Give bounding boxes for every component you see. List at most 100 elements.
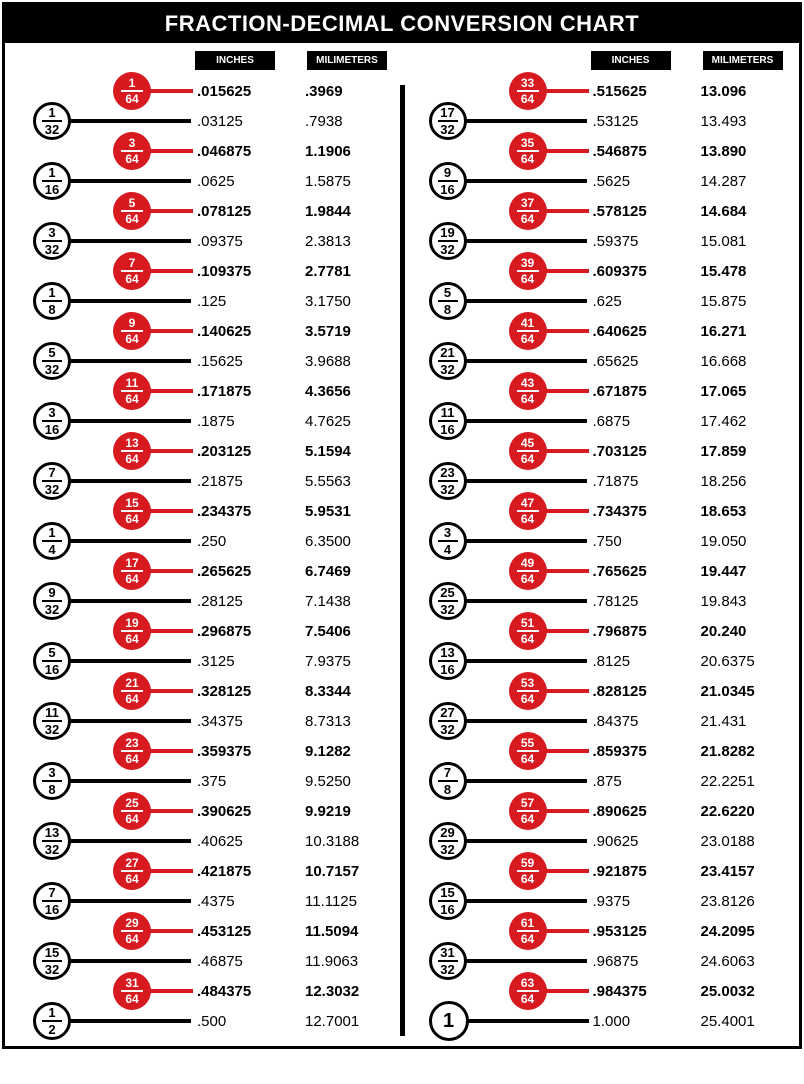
inches-value: .328125 [193, 683, 305, 700]
lollipop-stem [69, 119, 191, 123]
lollipop-stem [545, 329, 589, 333]
lollipop-stem [69, 539, 191, 543]
lollipop-stem [149, 929, 193, 933]
mm-value: .7938 [305, 113, 385, 130]
conversion-row: 916.562514.287 [411, 166, 790, 196]
inches-value: .609375 [589, 263, 701, 280]
fraction-cell: 12 [15, 1006, 193, 1036]
lollipop-stem [545, 569, 589, 573]
fraction-circle: 132 [33, 102, 71, 140]
fraction-numerator: 9 [129, 317, 136, 329]
conversion-row: 1316.812520.6375 [411, 646, 790, 676]
header-inches: INCHES [195, 51, 275, 70]
mm-value: 3.1750 [305, 293, 385, 310]
fraction-numerator: 11 [126, 377, 139, 389]
lollipop-stem [545, 869, 589, 873]
fraction-circle: 516 [33, 642, 71, 680]
fraction-denominator: 16 [45, 903, 59, 916]
inches-value: .453125 [193, 923, 305, 940]
mm-value: 18.256 [701, 473, 781, 490]
lollipop-stem [465, 599, 587, 603]
lollipop-stem [465, 779, 587, 783]
mm-value: 11.9063 [305, 953, 385, 970]
conversion-row: 316.18754.7625 [15, 406, 394, 436]
mm-value: 1.5875 [305, 173, 385, 190]
lollipop-stem [149, 89, 193, 93]
lollipop-stem [465, 359, 587, 363]
fraction-cell: 1 [411, 1006, 589, 1036]
inches-value: .6875 [589, 413, 701, 430]
fraction-denominator: 32 [45, 963, 59, 976]
fraction-circle: 1732 [429, 102, 467, 140]
fraction-circle: 12 [33, 1002, 71, 1040]
fraction-denominator: 8 [444, 783, 451, 796]
inches-value: .0625 [193, 173, 305, 190]
fraction-numerator: 5 [48, 646, 55, 659]
fraction-numerator: 7 [48, 886, 55, 899]
mm-value: 8.3344 [305, 683, 385, 700]
lollipop-stem [69, 299, 191, 303]
inches-value: .750 [589, 533, 701, 550]
lollipop-stem [149, 389, 193, 393]
conversion-row: 1332.4062510.3188 [15, 826, 394, 856]
mm-value: 6.7469 [305, 563, 385, 580]
inches-value: .71875 [589, 473, 701, 490]
mm-value: 7.9375 [305, 653, 385, 670]
inches-value: .484375 [193, 983, 305, 1000]
fraction-numerator: 1 [129, 77, 136, 89]
inches-value: .515625 [589, 83, 701, 100]
fraction-denominator: 2 [48, 1023, 55, 1036]
lollipop-stem [149, 749, 193, 753]
inches-value: .15625 [193, 353, 305, 370]
lollipop-stem [545, 389, 589, 393]
conversion-row: 2332.7187518.256 [411, 466, 790, 496]
fraction-denominator: 32 [440, 363, 454, 376]
conversion-row: 1516.937523.8126 [411, 886, 790, 916]
fraction-circle: 1 [429, 1001, 469, 1041]
inches-value: .125 [193, 293, 305, 310]
mm-value: 14.684 [701, 203, 781, 220]
mm-value: 3.5719 [305, 323, 385, 340]
fraction-denominator: 32 [440, 603, 454, 616]
inches-value: .046875 [193, 143, 305, 160]
mm-value: 14.287 [701, 173, 781, 190]
lollipop-stem [465, 839, 587, 843]
mm-value: 10.7157 [305, 863, 385, 880]
lollipop-stem [465, 719, 587, 723]
fraction-numerator: 1 [48, 286, 55, 299]
fraction-circle: 38 [33, 762, 71, 800]
conversion-row: 2732.8437521.431 [411, 706, 790, 736]
lollipop-stem [149, 569, 193, 573]
mm-value: 3.9688 [305, 353, 385, 370]
mm-value: 1.9844 [305, 203, 385, 220]
conversion-row: 12.50012.7001 [15, 1006, 394, 1036]
mm-value: 21.431 [701, 713, 781, 730]
lollipop-stem [69, 839, 191, 843]
mm-value: 15.081 [701, 233, 781, 250]
lollipop-stem [465, 119, 587, 123]
lollipop-stem [149, 149, 193, 153]
mm-value: 25.0032 [701, 983, 781, 1000]
fraction-denominator: 32 [45, 723, 59, 736]
mm-value: 4.7625 [305, 413, 385, 430]
inches-value: .984375 [589, 983, 701, 1000]
inches-value: .703125 [589, 443, 701, 460]
fraction-numerator: 31 [440, 946, 454, 959]
mm-value: 17.462 [701, 413, 781, 430]
conversion-row: 2132.6562516.668 [411, 346, 790, 376]
mm-value: 22.6220 [701, 803, 781, 820]
fraction-numerator: 63 [521, 977, 534, 989]
mm-value: 8.7313 [305, 713, 385, 730]
mm-value: 17.065 [701, 383, 781, 400]
inches-value: .953125 [589, 923, 701, 940]
lollipop-stem [69, 479, 191, 483]
fraction-denominator: 8 [444, 303, 451, 316]
lollipop-stem [467, 1019, 589, 1023]
inches-value: .84375 [589, 713, 701, 730]
fraction-circle: 1932 [429, 222, 467, 260]
fraction-numerator: 3 [48, 766, 55, 779]
lollipop-stem [69, 899, 191, 903]
fraction-numerator: 5 [444, 286, 451, 299]
fraction-circle: 316 [33, 402, 71, 440]
mm-value: 7.1438 [305, 593, 385, 610]
